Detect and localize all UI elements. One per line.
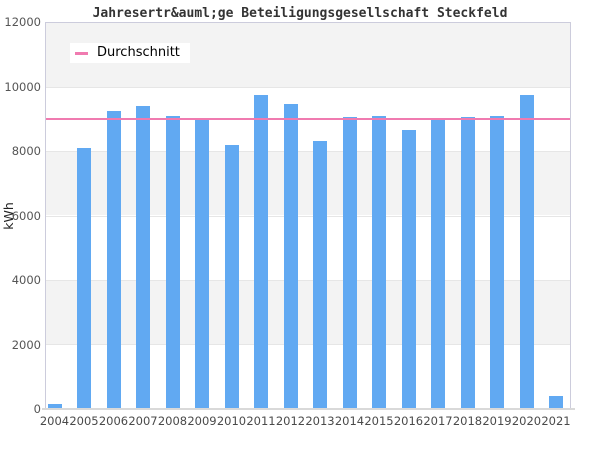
gridline-8000 (46, 151, 570, 153)
x-tick-2005: 2005 (69, 414, 99, 428)
average-line (46, 117, 570, 120)
bar-2019 (490, 115, 504, 409)
y-tick-8000: 8000 (11, 144, 41, 158)
band (46, 343, 570, 408)
chart-title: Jahresertr&auml;ge Beteiligungsgesellsch… (92, 6, 508, 21)
x-tick-2017: 2017 (423, 414, 453, 428)
x-tick-2012: 2012 (275, 414, 306, 428)
y-tick-6000: 6000 (11, 208, 41, 223)
bar-2011 (254, 94, 268, 409)
bar-2013 (313, 141, 327, 409)
x-tick-2007: 2007 (128, 414, 158, 428)
gridline-4000 (46, 279, 570, 281)
bar-2018 (460, 117, 475, 409)
plot-area (45, 22, 571, 409)
bar-2016 (401, 130, 416, 409)
x-tick-2018: 2018 (452, 414, 483, 428)
x-tick-2021: 2021 (541, 414, 571, 428)
bar-2009 (195, 120, 209, 409)
bar-2017 (431, 120, 445, 409)
x-tick-2010: 2010 (216, 414, 247, 428)
y-tick-2000: 2000 (11, 337, 41, 352)
bar-2006 (106, 110, 121, 409)
legend-label: Durchschnitt (97, 45, 180, 60)
gridline-10000 (46, 87, 570, 89)
x-tick-2009: 2009 (187, 414, 217, 428)
x-tick-2008: 2008 (157, 414, 188, 428)
bar-2012 (283, 104, 298, 409)
gridline-2000 (46, 343, 570, 345)
bar-2004 (47, 404, 62, 409)
x-tick-2013: 2013 (305, 414, 335, 428)
x-tick-2006: 2006 (98, 414, 129, 428)
y-tick-0: 0 (33, 402, 41, 416)
legend-line-swatch (75, 51, 88, 55)
band (46, 151, 570, 216)
bar-2014 (342, 117, 357, 409)
x-tick-2004: 2004 (39, 414, 70, 428)
bar-2020 (519, 94, 534, 409)
y-tick-12000: 12000 (4, 15, 41, 29)
bar-2015 (372, 115, 386, 409)
bar-2005 (77, 147, 91, 409)
x-tick-2019: 2019 (482, 414, 512, 428)
legend: Durchschnitt (70, 43, 190, 63)
x-tick-2014: 2014 (334, 414, 365, 428)
bar-2010 (224, 144, 239, 409)
y-tick-4000: 4000 (11, 273, 41, 287)
gridline-6000 (46, 215, 570, 217)
bar-2021 (549, 396, 563, 409)
x-tick-2015: 2015 (364, 414, 394, 428)
bar-2008 (165, 115, 180, 409)
bar-2007 (136, 105, 150, 409)
x-axis-line (42, 408, 575, 410)
x-tick-2020: 2020 (511, 414, 542, 428)
x-tick-2011: 2011 (246, 414, 276, 428)
y-tick-10000: 10000 (4, 79, 41, 94)
y-axis-label: kWh (1, 202, 16, 230)
band (46, 279, 570, 344)
x-tick-2016: 2016 (393, 414, 424, 428)
band (46, 215, 570, 280)
